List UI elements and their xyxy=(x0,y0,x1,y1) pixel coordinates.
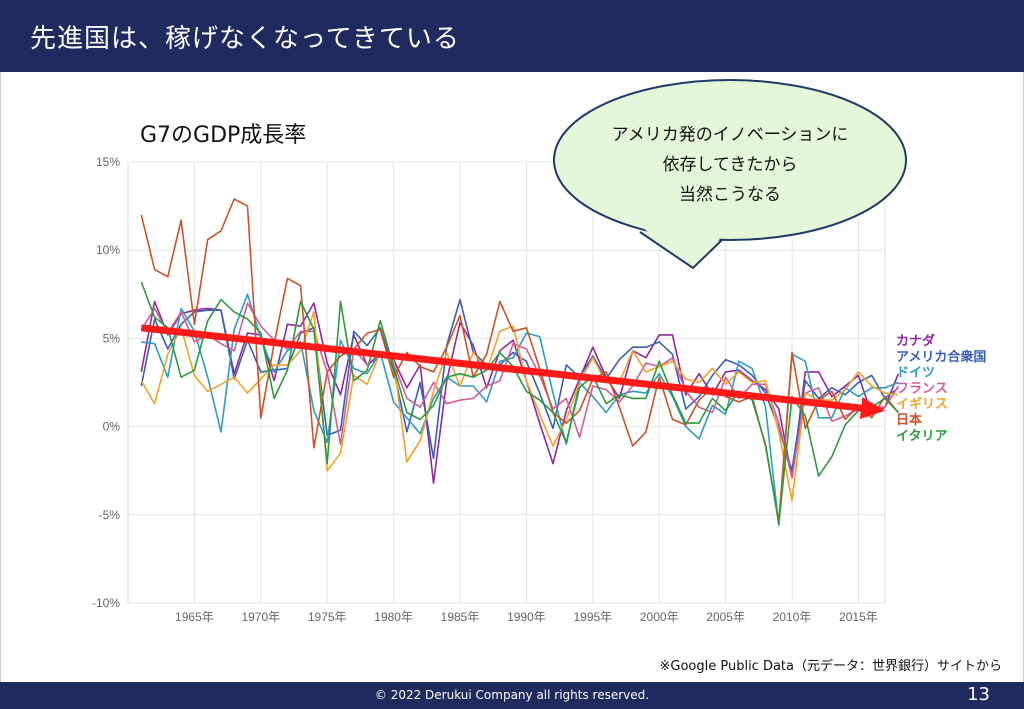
callout-line-1: アメリカ発のイノベーションに xyxy=(611,125,849,145)
trend-arrow-shaft xyxy=(140,324,862,412)
y-tick-label: 10% xyxy=(96,243,120,257)
y-tick-label: 15% xyxy=(96,155,120,169)
legend-entry-1: アメリカ合衆国 xyxy=(896,349,986,365)
y-tick-label: 0% xyxy=(103,420,121,434)
copyright: © 2022 Derukui Company all rights reserv… xyxy=(374,688,650,702)
trend-arrow-head xyxy=(859,397,885,419)
series-line-2 xyxy=(141,293,899,527)
x-tick-label: 1985年 xyxy=(441,610,480,624)
source-note: ※Google Public Data（元データ：世界銀行）サイトから xyxy=(659,659,1002,674)
legend-entry-5: 日本 xyxy=(896,412,922,428)
x-tick-label: 1965年 xyxy=(175,610,214,624)
x-tick-label: 2000年 xyxy=(640,610,679,624)
x-tick-label: 1975年 xyxy=(308,610,347,624)
title-bar: 先進国は、稼げなくなってきている xyxy=(0,0,1024,72)
series-line-6 xyxy=(140,281,899,525)
legend-entry-2: ドイツ xyxy=(896,366,935,381)
slide-title: 先進国は、稼げなくなってきている xyxy=(30,24,460,54)
page-number: 13 xyxy=(967,684,990,705)
legend-entry-6: イタリア xyxy=(896,429,947,444)
y-tick-label: -10% xyxy=(92,596,120,610)
x-tick-label: 1970年 xyxy=(241,610,280,624)
x-tick-label: 2015年 xyxy=(839,610,878,624)
series-line-4 xyxy=(140,311,899,502)
legend-entry-3: フランス xyxy=(896,381,948,396)
x-tick-label: 2005年 xyxy=(706,610,745,624)
legend-entry-0: カナダ xyxy=(896,333,935,349)
footer-bar: © 2022 Derukui Company all rights reserv… xyxy=(0,682,1024,709)
x-tick-label: 1990年 xyxy=(507,610,546,624)
y-tick-label: 5% xyxy=(103,331,121,345)
plot-area xyxy=(127,161,886,604)
callout-line-3: 当然こうなる xyxy=(679,185,781,205)
x-tick-label: 1980年 xyxy=(374,610,413,624)
x-tick-label: 1995年 xyxy=(573,610,612,624)
x-tick-label: 2010年 xyxy=(773,610,812,624)
callout-line-2: 依存してきたから xyxy=(662,155,798,175)
y-tick-label: -5% xyxy=(99,508,121,522)
chart-title: G7のGDP成長率 xyxy=(140,123,307,148)
legend-entry-4: イギリス xyxy=(896,396,948,412)
